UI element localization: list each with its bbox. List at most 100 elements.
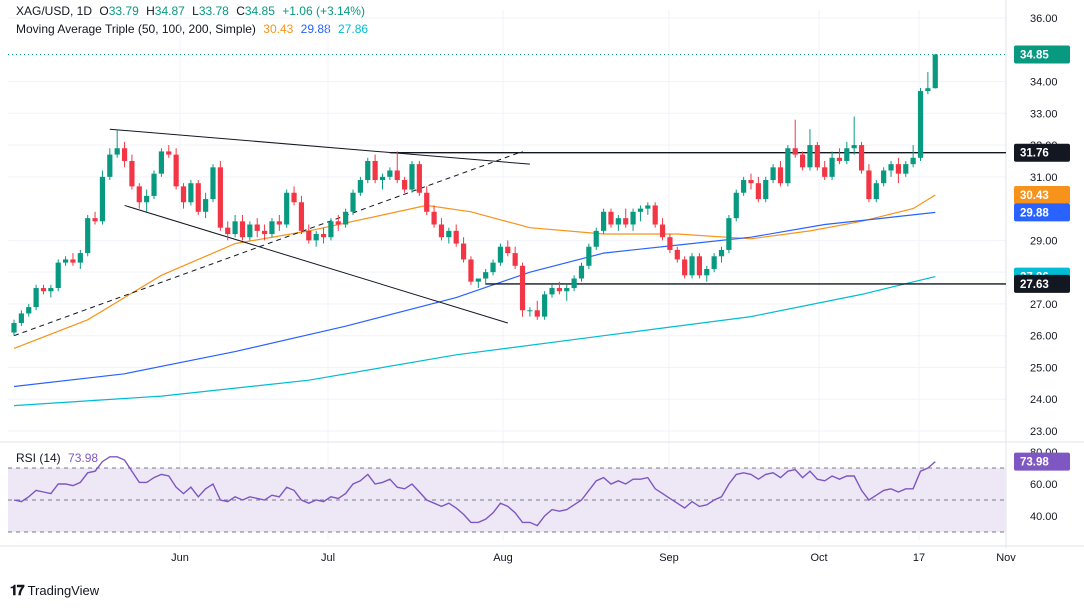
candle bbox=[55, 259, 61, 292]
candle bbox=[357, 176, 363, 196]
candle-body bbox=[180, 186, 187, 203]
ma100-line bbox=[13, 211, 936, 388]
candle-body bbox=[136, 186, 142, 203]
candle-body bbox=[615, 218, 621, 225]
high-label: H bbox=[146, 4, 155, 18]
candle bbox=[107, 148, 113, 181]
candle-body bbox=[718, 249, 725, 257]
price-badge: 29.88 bbox=[1014, 203, 1070, 222]
candle-body bbox=[807, 145, 813, 168]
candle bbox=[40, 284, 47, 295]
candle bbox=[888, 160, 894, 177]
candle-body bbox=[121, 148, 128, 161]
ma50-line bbox=[13, 194, 936, 349]
candle bbox=[335, 214, 341, 231]
rsi-badge-bg bbox=[1014, 452, 1070, 471]
candle-body bbox=[350, 192, 356, 212]
candle-body bbox=[564, 288, 570, 292]
candle bbox=[203, 192, 209, 219]
trendline-dashed bbox=[13, 150, 523, 337]
candle bbox=[475, 278, 481, 289]
time-tick-label: Oct bbox=[810, 552, 827, 564]
candle bbox=[593, 227, 599, 250]
candle bbox=[350, 189, 356, 215]
tradingview-logo-icon: 𝟏𝟕 bbox=[10, 582, 25, 598]
candle-body bbox=[711, 256, 717, 269]
candle-body bbox=[682, 259, 688, 276]
candle bbox=[696, 253, 703, 279]
candle-body bbox=[372, 160, 378, 181]
candle bbox=[777, 160, 784, 187]
candle bbox=[387, 167, 393, 181]
candle bbox=[836, 148, 843, 165]
candle-body bbox=[785, 148, 791, 184]
rsi-value: 73.98 bbox=[68, 451, 99, 465]
candle-body bbox=[497, 246, 504, 263]
candle-body bbox=[578, 265, 585, 279]
time-tick-label: Aug bbox=[493, 552, 513, 564]
candle-body bbox=[755, 183, 761, 200]
candle bbox=[925, 72, 931, 95]
candle bbox=[814, 141, 820, 171]
candle bbox=[291, 186, 297, 206]
open-label: O bbox=[99, 4, 109, 18]
candle-body bbox=[763, 180, 769, 200]
candle-body bbox=[92, 218, 98, 222]
candle-body bbox=[689, 256, 695, 276]
candle bbox=[114, 129, 120, 158]
candle-body bbox=[829, 157, 835, 177]
price-tick-label: 23.00 bbox=[1030, 426, 1058, 438]
candle-body bbox=[917, 91, 924, 158]
candle-body bbox=[534, 310, 540, 317]
candle-body bbox=[542, 294, 548, 317]
price-badge-bg bbox=[1014, 185, 1070, 204]
rsi-title: RSI (14) bbox=[16, 451, 61, 465]
candle bbox=[195, 180, 201, 215]
candle bbox=[48, 284, 54, 298]
candle-body bbox=[512, 253, 518, 266]
candle bbox=[799, 151, 806, 171]
time-axis: Jun Jul Aug Sep Oct 17 Nov bbox=[171, 552, 1016, 564]
candle bbox=[763, 176, 769, 203]
candle bbox=[269, 218, 275, 238]
candle-body bbox=[608, 211, 614, 225]
candle bbox=[556, 281, 562, 295]
candle-body bbox=[195, 183, 201, 212]
candle bbox=[755, 176, 761, 203]
time-tick-label: Jul bbox=[321, 552, 335, 564]
tradingview-logo[interactable]: 𝟏𝟕 TradingView bbox=[10, 582, 99, 599]
candle bbox=[92, 211, 98, 225]
candle bbox=[188, 180, 194, 206]
candle-body bbox=[232, 221, 238, 235]
rsi-badge: 73.98 bbox=[1014, 452, 1070, 471]
price-tick-label: 34.00 bbox=[1030, 77, 1058, 89]
price-badge-label: 30.43 bbox=[1020, 190, 1049, 202]
candle-body bbox=[129, 160, 135, 187]
candle-body bbox=[726, 218, 732, 250]
candle bbox=[542, 291, 548, 320]
candle-body bbox=[630, 211, 636, 225]
price-badge: 27.63 bbox=[1014, 274, 1070, 293]
candle-body bbox=[431, 211, 437, 225]
candle bbox=[667, 234, 673, 254]
candle-body bbox=[667, 237, 673, 250]
candle-body bbox=[888, 164, 894, 171]
candle bbox=[866, 164, 872, 203]
candle-body bbox=[637, 208, 644, 212]
candle bbox=[601, 208, 607, 235]
candle bbox=[682, 256, 688, 279]
high-value: 34.87 bbox=[154, 4, 185, 18]
candle bbox=[85, 214, 91, 257]
candle bbox=[247, 221, 253, 241]
candle bbox=[807, 129, 813, 171]
ma200-line bbox=[13, 276, 936, 407]
candle bbox=[254, 218, 260, 238]
price-tick-label: 33.00 bbox=[1030, 108, 1058, 120]
time-tick-label: 17 bbox=[913, 552, 925, 564]
price-badge-bg bbox=[1014, 143, 1070, 162]
candle-body bbox=[505, 246, 511, 254]
rsi-line bbox=[13, 456, 936, 527]
candle bbox=[261, 224, 268, 241]
